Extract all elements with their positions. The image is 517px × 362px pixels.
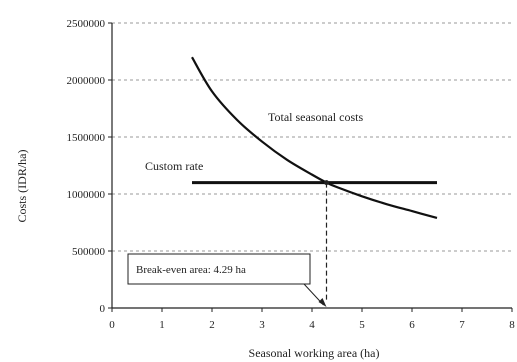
custom-rate-label: Custom rate <box>145 159 203 173</box>
x-tick-label: 3 <box>259 319 265 331</box>
y-axis-title: Costs (IDR/ha) <box>15 150 29 223</box>
x-tick-label: 6 <box>409 319 415 331</box>
total-costs-label: Total seasonal costs <box>268 110 363 124</box>
x-tick-label: 4 <box>309 319 315 331</box>
y-tick-label: 500000 <box>72 246 106 258</box>
x-tick-label: 2 <box>209 319 215 331</box>
series-lines <box>191 56 438 220</box>
x-tick-label: 7 <box>459 319 465 331</box>
y-tick-label: 2500000 <box>67 18 106 30</box>
total-seasonal-costs-line <box>191 56 438 220</box>
grid-lines <box>112 22 512 252</box>
x-tick-label: 5 <box>359 319 365 331</box>
x-tick-label: 1 <box>159 319 165 331</box>
break-even-arrow-head <box>318 298 327 307</box>
break-even-label: Break-even area: 4.29 ha <box>136 264 246 276</box>
y-tick-label: 2000000 <box>67 75 106 87</box>
y-tick-label: 1500000 <box>67 132 106 144</box>
x-tick-label: 8 <box>509 319 515 331</box>
break-even-box <box>127 253 311 285</box>
annotations: Break-even area: 4.29 ha <box>127 180 329 307</box>
break-even-point <box>324 180 329 186</box>
x-tick-label: 0 <box>109 319 115 331</box>
x-axis-title: Seasonal working area (ha) <box>249 346 380 360</box>
y-tick-label: 1000000 <box>67 189 106 201</box>
y-tick-label: 0 <box>100 303 106 315</box>
axes: 0 500000 1000000 1500000 2000000 2500000 0 1 2 3 4… <box>67 18 516 331</box>
